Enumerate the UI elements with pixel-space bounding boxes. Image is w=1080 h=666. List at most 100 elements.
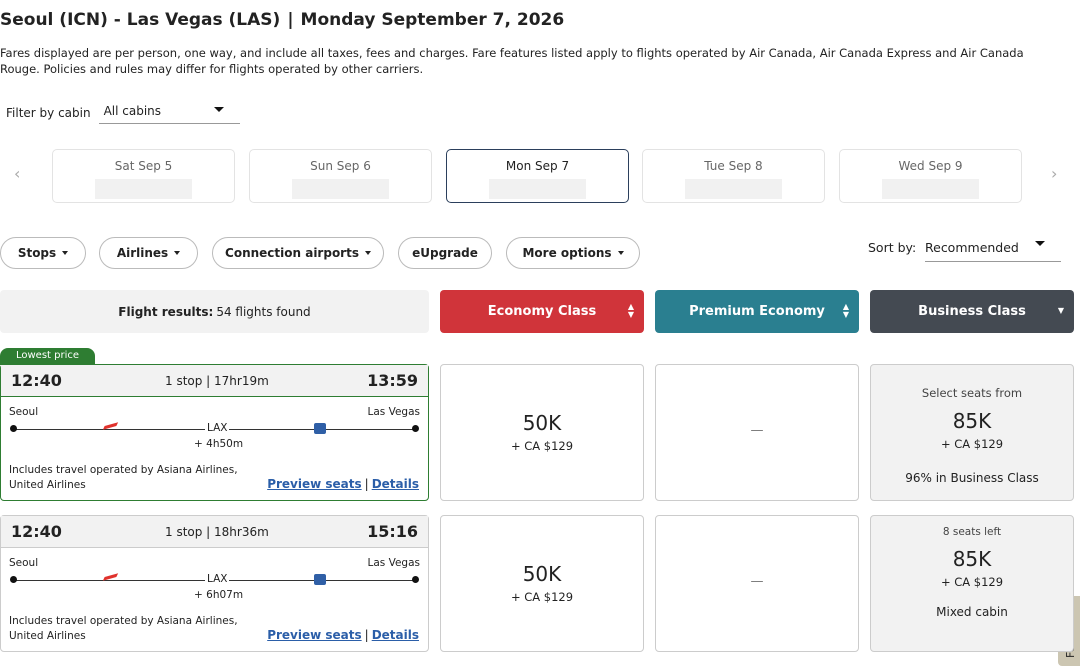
route-start — [10, 576, 17, 583]
cabin-name: Economy Class — [487, 304, 597, 319]
page-title: Seoul (ICN) - Las Vegas (LAS) | Monday Sep… — [0, 10, 571, 30]
date-card[interactable]: Sun Sep 6 — [249, 149, 432, 203]
economy-price: 50K — [522, 411, 562, 435]
fare-placeholder — [489, 179, 586, 199]
preview-seats-link[interactable]: Preview seats — [267, 628, 362, 642]
results-summary: Flight results: 54 flights found — [0, 290, 429, 333]
flight-summary: 1 stop | 17hr19m — [165, 373, 269, 388]
sort-arrows: ▼ — [1057, 306, 1064, 315]
chip-label: eUpgrade — [412, 246, 478, 260]
filter-dropdown[interactable]: All cabins — [98, 102, 240, 124]
chip-caret — [62, 251, 69, 255]
sort-arrows: ▲ ▼ — [627, 302, 634, 319]
cabin-name: Business Class — [918, 304, 1026, 319]
date: Monday September 7, 2026 — [300, 10, 565, 30]
arrival-time: 13:59 — [367, 371, 418, 390]
chip-caret — [364, 251, 371, 255]
separator: | — [287, 10, 294, 30]
premium-fare: — — [655, 364, 859, 501]
connection-airport: LAX — [205, 422, 230, 434]
fare-notice: Fares displayed are per person, one way,… — [0, 46, 1024, 76]
flight-links: Preview seats | Details — [267, 477, 419, 491]
route-end — [412, 576, 419, 583]
economy-fare[interactable]: 50K + CA $129 — [440, 364, 644, 501]
business-fare[interactable]: Select seats from 85K + CA $129 96% in Busi… — [870, 364, 1074, 501]
flight-header: 12:40 1 stop | 18hr36m 15:16 — [1, 516, 428, 548]
cabin-filter: Filter by cabin All cabins — [6, 102, 240, 124]
departure-time: 12:40 — [11, 371, 62, 390]
cabin-header[interactable]: Economy Class ▲ ▼ — [440, 290, 644, 333]
cabin-header[interactable]: Business Class ▼ — [870, 290, 1074, 333]
chip-label: Connection airports — [225, 246, 359, 260]
filter-value: All cabins — [103, 104, 162, 118]
caret — [213, 107, 224, 112]
business-top-note: Select seats from — [921, 386, 1023, 400]
filter-label: Filter by cabin — [6, 106, 91, 120]
premium-unavailable: — — [750, 574, 764, 589]
business-note: 96% in Business Class — [905, 471, 1039, 485]
route-start — [10, 425, 17, 432]
sort-label: Sort by: — [868, 240, 917, 255]
prev-dates[interactable]: ‹ — [14, 164, 21, 183]
date-label: Sat Sep 5 — [114, 159, 173, 173]
filter-chip[interactable]: Stops — [0, 237, 86, 269]
date-label: Tue Sep 8 — [704, 159, 763, 173]
preview-seats-link[interactable]: Preview seats — [267, 477, 362, 491]
filter-chip[interactable]: Connection airports — [212, 237, 384, 269]
date-card[interactable]: Sat Sep 5 — [52, 149, 235, 203]
filter-chip[interactable]: More options — [506, 237, 640, 269]
fare-placeholder — [685, 179, 782, 199]
sort-value: Recommended — [925, 240, 1019, 255]
next-dates[interactable]: › — [1051, 164, 1058, 183]
details-link[interactable]: Details — [371, 477, 419, 491]
premium-fare: — — [655, 515, 859, 652]
cabin-name: Premium Economy — [689, 304, 825, 319]
united-logo — [314, 574, 326, 585]
date-label: Sun Sep 6 — [310, 159, 371, 173]
sort-dropdown[interactable]: Recommended — [925, 236, 1061, 262]
operated-by: Includes travel operated by Asiana Airli… — [9, 464, 238, 491]
fare-placeholder — [292, 179, 389, 199]
results-label: Flight results: — [118, 304, 214, 319]
route: Seoul (ICN) - Las Vegas (LAS) — [0, 10, 281, 30]
fare-placeholder — [95, 179, 192, 199]
details-link[interactable]: Details — [371, 628, 419, 642]
date-card[interactable]: Mon Sep 7 — [446, 149, 629, 203]
link-separator: | — [364, 628, 369, 642]
chip-caret — [617, 251, 624, 255]
date-card[interactable]: Tue Sep 8 — [642, 149, 825, 203]
filter-chip[interactable]: Airlines — [99, 237, 198, 269]
caret — [1035, 241, 1045, 246]
flight-summary: 1 stop | 18hr36m — [165, 524, 269, 539]
results-count: 54 flights found — [216, 304, 311, 319]
flight-links: Preview seats | Details — [267, 628, 419, 642]
filter-chip[interactable]: eUpgrade — [398, 237, 492, 269]
destination-city: Las Vegas — [367, 406, 421, 418]
business-fare[interactable]: 8 seats left 85K + CA $129 Mixed cabin — [870, 515, 1074, 652]
business-price: 85K — [952, 409, 992, 433]
cabin-header[interactable]: Premium Economy ▲ ▼ — [655, 290, 859, 333]
date-label: Mon Sep 7 — [505, 159, 570, 173]
fare-placeholder — [882, 179, 979, 199]
date-label: Wed Sep 9 — [898, 159, 963, 173]
flight-header: 12:40 1 stop | 17hr19m 13:59 — [1, 365, 428, 397]
flight-card: 12:40 1 stop | 18hr36m 15:16 Seoul Las Vegas… — [0, 515, 429, 652]
economy-tax: + CA $129 — [510, 590, 574, 604]
date-card[interactable]: Wed Sep 9 — [839, 149, 1022, 203]
departure-time: 12:40 — [11, 522, 62, 541]
flight-card: 12:40 1 stop | 17hr19m 13:59 Seoul Las Vegas… — [0, 364, 429, 501]
connection-airport: LAX — [205, 573, 230, 585]
economy-fare[interactable]: 50K + CA $129 — [440, 515, 644, 652]
chip-label: Airlines — [116, 246, 169, 260]
business-tax: + CA $129 — [940, 437, 1004, 451]
sort-arrows: ▲ ▼ — [842, 302, 849, 319]
business-price: 85K — [952, 547, 992, 571]
arrival-time: 15:16 — [367, 522, 418, 541]
link-separator: | — [364, 477, 369, 491]
chip-caret — [174, 251, 181, 255]
business-note: Mixed cabin — [936, 605, 1008, 619]
operated-by: Includes travel operated by Asiana Airli… — [9, 615, 238, 642]
premium-unavailable: — — [750, 423, 764, 438]
